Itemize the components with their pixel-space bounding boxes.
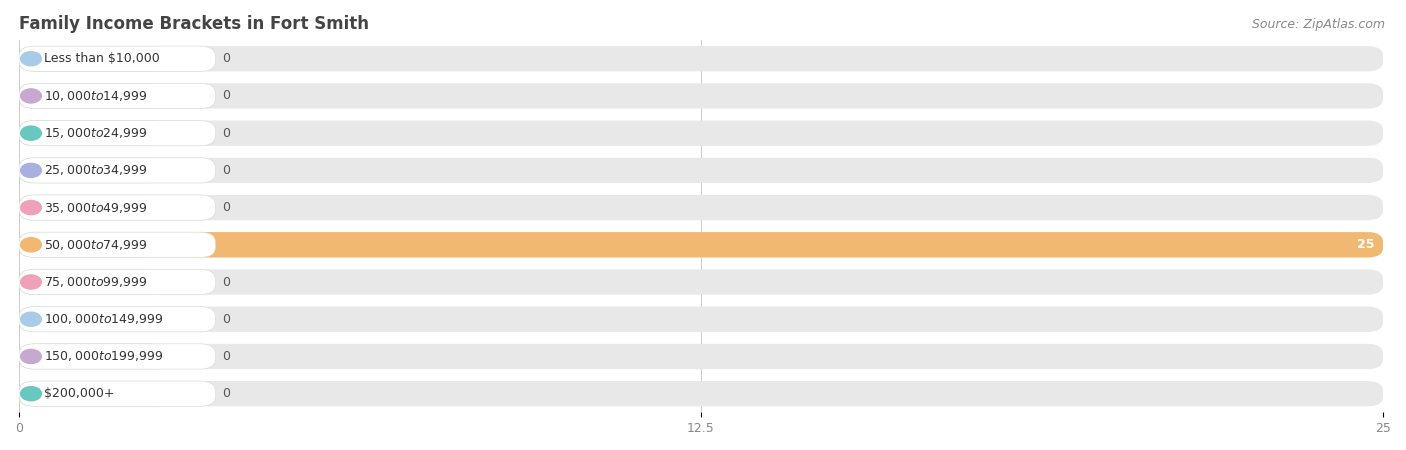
- Text: 25: 25: [1357, 238, 1375, 251]
- Circle shape: [21, 312, 41, 326]
- Circle shape: [21, 52, 41, 66]
- FancyBboxPatch shape: [20, 195, 1384, 220]
- Text: 0: 0: [222, 90, 231, 103]
- Circle shape: [21, 89, 41, 103]
- Circle shape: [21, 387, 41, 401]
- FancyBboxPatch shape: [20, 270, 1384, 295]
- FancyBboxPatch shape: [20, 344, 166, 369]
- FancyBboxPatch shape: [20, 158, 166, 183]
- Circle shape: [21, 275, 41, 289]
- Text: $75,000 to $99,999: $75,000 to $99,999: [44, 275, 148, 289]
- Text: $35,000 to $49,999: $35,000 to $49,999: [44, 201, 148, 215]
- Text: 0: 0: [222, 387, 231, 400]
- FancyBboxPatch shape: [20, 381, 1384, 406]
- Text: $150,000 to $199,999: $150,000 to $199,999: [44, 350, 163, 364]
- Text: 0: 0: [222, 275, 231, 288]
- FancyBboxPatch shape: [20, 306, 166, 332]
- FancyBboxPatch shape: [20, 270, 166, 295]
- FancyBboxPatch shape: [20, 46, 166, 72]
- Text: 0: 0: [222, 201, 231, 214]
- Circle shape: [21, 238, 41, 252]
- FancyBboxPatch shape: [20, 195, 215, 220]
- Circle shape: [21, 163, 41, 177]
- FancyBboxPatch shape: [20, 121, 1384, 146]
- FancyBboxPatch shape: [20, 121, 215, 146]
- FancyBboxPatch shape: [20, 270, 215, 295]
- FancyBboxPatch shape: [20, 158, 1384, 183]
- FancyBboxPatch shape: [20, 195, 166, 220]
- Text: $100,000 to $149,999: $100,000 to $149,999: [44, 312, 163, 326]
- FancyBboxPatch shape: [20, 381, 166, 406]
- FancyBboxPatch shape: [20, 232, 215, 257]
- Text: Less than $10,000: Less than $10,000: [44, 52, 159, 65]
- FancyBboxPatch shape: [20, 83, 166, 108]
- Circle shape: [21, 126, 41, 140]
- FancyBboxPatch shape: [20, 158, 215, 183]
- FancyBboxPatch shape: [20, 46, 215, 72]
- FancyBboxPatch shape: [20, 232, 1384, 257]
- FancyBboxPatch shape: [20, 83, 215, 108]
- FancyBboxPatch shape: [20, 306, 215, 332]
- FancyBboxPatch shape: [20, 46, 1384, 72]
- Text: $25,000 to $34,999: $25,000 to $34,999: [44, 163, 148, 177]
- FancyBboxPatch shape: [20, 83, 1384, 108]
- FancyBboxPatch shape: [20, 232, 1384, 257]
- FancyBboxPatch shape: [20, 344, 215, 369]
- Text: $10,000 to $14,999: $10,000 to $14,999: [44, 89, 148, 103]
- Text: Family Income Brackets in Fort Smith: Family Income Brackets in Fort Smith: [20, 15, 368, 33]
- Text: 0: 0: [222, 350, 231, 363]
- Text: $50,000 to $74,999: $50,000 to $74,999: [44, 238, 148, 252]
- Text: 0: 0: [222, 164, 231, 177]
- Text: 0: 0: [222, 52, 231, 65]
- Circle shape: [21, 201, 41, 215]
- Text: $200,000+: $200,000+: [44, 387, 114, 400]
- Text: 0: 0: [222, 126, 231, 140]
- FancyBboxPatch shape: [20, 121, 166, 146]
- Circle shape: [21, 349, 41, 364]
- Text: Source: ZipAtlas.com: Source: ZipAtlas.com: [1251, 18, 1385, 31]
- FancyBboxPatch shape: [20, 344, 1384, 369]
- FancyBboxPatch shape: [20, 381, 215, 406]
- FancyBboxPatch shape: [20, 306, 1384, 332]
- Text: 0: 0: [222, 313, 231, 326]
- Text: $15,000 to $24,999: $15,000 to $24,999: [44, 126, 148, 140]
